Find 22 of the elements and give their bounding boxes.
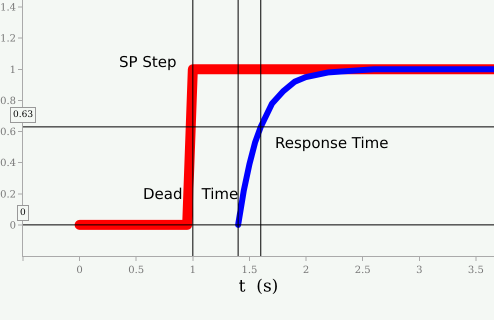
x-tick-label: 0.5 bbox=[128, 265, 144, 276]
x-tick-label: 1 bbox=[190, 265, 196, 276]
annotation: Dead Time bbox=[143, 185, 238, 203]
x-tick-label: 3 bbox=[416, 265, 422, 276]
y-tick-label: 1.4 bbox=[0, 2, 16, 14]
annotation: Response Time bbox=[275, 134, 389, 152]
ref-line-label: 0 bbox=[20, 208, 26, 218]
annotation: SP Step bbox=[119, 53, 176, 71]
y-tick-label: 0.6 bbox=[0, 127, 16, 138]
y-tick-label: 0.4 bbox=[0, 158, 16, 170]
x-tick-label: 2 bbox=[302, 265, 310, 276]
y-tick-label: 0 bbox=[10, 220, 16, 232]
y-tick-label: 1 bbox=[10, 64, 16, 76]
x-tick-label: 2.5 bbox=[354, 265, 371, 276]
ref-line-label: 0.63 bbox=[13, 110, 34, 120]
y-tick-label: 0.8 bbox=[0, 96, 16, 107]
y-tick-label: 0.2 bbox=[0, 189, 16, 200]
x-tick-label: 3.5 bbox=[468, 265, 484, 276]
x-tick-label: 1.5 bbox=[241, 265, 258, 276]
y-tick-label: 1.2 bbox=[0, 34, 16, 45]
x-tick-label: 0 bbox=[76, 265, 83, 276]
x-axis-title: t (s) bbox=[238, 276, 278, 296]
